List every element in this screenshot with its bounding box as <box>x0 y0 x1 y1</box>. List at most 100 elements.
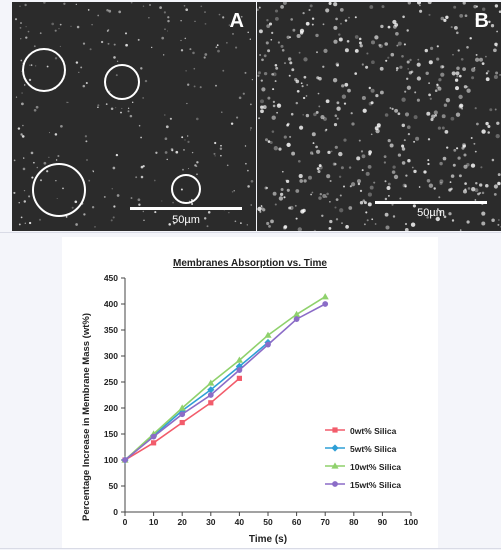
particle-speck <box>392 19 397 25</box>
particle-speck <box>315 33 319 38</box>
particle-speck <box>247 31 249 34</box>
particle-speck <box>495 71 499 75</box>
particle-speck <box>471 187 476 192</box>
particle-speck <box>228 212 230 214</box>
particle-speck <box>262 208 266 212</box>
particle-speck <box>318 105 321 108</box>
data-point-15wt-silica <box>179 411 186 418</box>
particle-speck <box>296 33 301 39</box>
particle-speck <box>453 148 457 152</box>
particle-speck <box>439 161 443 166</box>
particle-speck <box>75 223 78 226</box>
particle-speck <box>343 185 345 188</box>
particle-speck <box>21 70 23 72</box>
particle-speck <box>334 145 338 149</box>
particle-speck <box>340 22 342 25</box>
particle-speck <box>168 223 171 226</box>
particle-speck <box>226 42 228 44</box>
particle-speck <box>154 211 157 214</box>
particle-speck <box>385 59 388 62</box>
particle-speck <box>164 151 168 154</box>
particle-speck <box>437 126 442 130</box>
data-point-10wt-silica <box>235 356 243 363</box>
particle-speck <box>354 72 358 75</box>
particle-speck <box>496 30 498 33</box>
particle-speck <box>148 17 150 19</box>
particle-speck <box>386 186 391 190</box>
particle-speck <box>365 171 370 176</box>
particle-speck <box>238 96 242 100</box>
legend-marker <box>332 481 338 487</box>
particle-speck <box>473 66 476 69</box>
particle-speck <box>260 109 264 114</box>
particle-speck <box>265 186 269 190</box>
particle-speck <box>474 107 477 110</box>
line-chart: 0 50 100 150 200 250 300 350 400 450 0 10 20 30 40 50 60… <box>104 273 419 527</box>
particle-speck <box>127 110 130 113</box>
particle-speck <box>401 97 406 102</box>
particle-speck <box>294 204 297 207</box>
particle-speck <box>401 123 406 128</box>
particle-speck <box>335 198 339 201</box>
particle-speck <box>165 125 169 129</box>
particle-speck <box>187 140 190 144</box>
particle-speck <box>214 155 216 157</box>
particle-speck <box>436 83 439 86</box>
particle-speck <box>401 54 404 58</box>
particle-speck <box>448 212 452 216</box>
particle-speck <box>395 69 398 72</box>
particle-speck <box>455 112 461 117</box>
particle-speck <box>354 35 359 39</box>
particle-speck <box>17 127 21 130</box>
legend-marker <box>331 444 339 452</box>
data-point-15wt-silica <box>150 433 157 440</box>
particle-speck <box>354 48 359 53</box>
particle-speck <box>416 98 420 102</box>
particle-speck <box>481 211 486 216</box>
particle-speck <box>298 51 301 54</box>
x-tick-label: 100 <box>404 517 418 527</box>
particle-speck <box>148 3 152 7</box>
particle-speck <box>62 187 64 190</box>
particle-speck <box>437 86 442 91</box>
particle-speck <box>189 48 192 51</box>
particle-speck <box>322 65 325 68</box>
particle-speck <box>401 147 406 151</box>
particle-speck <box>280 5 284 9</box>
particle-speck <box>375 128 380 134</box>
particle-speck <box>191 202 194 206</box>
particle-speck <box>491 158 495 162</box>
particle-speck <box>247 169 249 172</box>
particle-speck <box>167 16 170 19</box>
particle-speck <box>358 37 362 41</box>
particle-speck <box>240 222 242 224</box>
particle-speck <box>392 215 396 218</box>
particle-speck <box>292 28 296 32</box>
particle-speck <box>327 150 331 155</box>
particle-speck <box>59 23 62 26</box>
particle-speck <box>193 67 196 70</box>
particle-speck <box>257 74 260 77</box>
particle-speck <box>319 193 322 196</box>
particle-speck <box>453 5 457 9</box>
legend-swatch <box>325 481 345 487</box>
particle-speck <box>335 218 339 221</box>
particle-speck <box>213 152 216 155</box>
chart-card: Membranes Absorption vs. Time Percentage… <box>62 237 438 548</box>
particle-speck <box>182 168 184 171</box>
particle-speck <box>493 48 497 53</box>
particle-speck <box>411 166 414 169</box>
particle-speck <box>19 5 21 7</box>
particle-speck <box>86 159 88 161</box>
particle-speck <box>138 203 141 206</box>
particle-speck <box>494 42 498 47</box>
particle-speck <box>23 157 25 159</box>
highlight-circle <box>171 174 201 204</box>
data-point-10wt-silica <box>178 404 186 411</box>
particle-speck <box>261 58 264 62</box>
particle-speck <box>424 48 428 53</box>
x-tick-label: 70 <box>320 517 330 527</box>
particle-speck <box>367 165 372 169</box>
data-point-0wt-silica <box>179 419 185 426</box>
particle-speck <box>25 26 27 28</box>
